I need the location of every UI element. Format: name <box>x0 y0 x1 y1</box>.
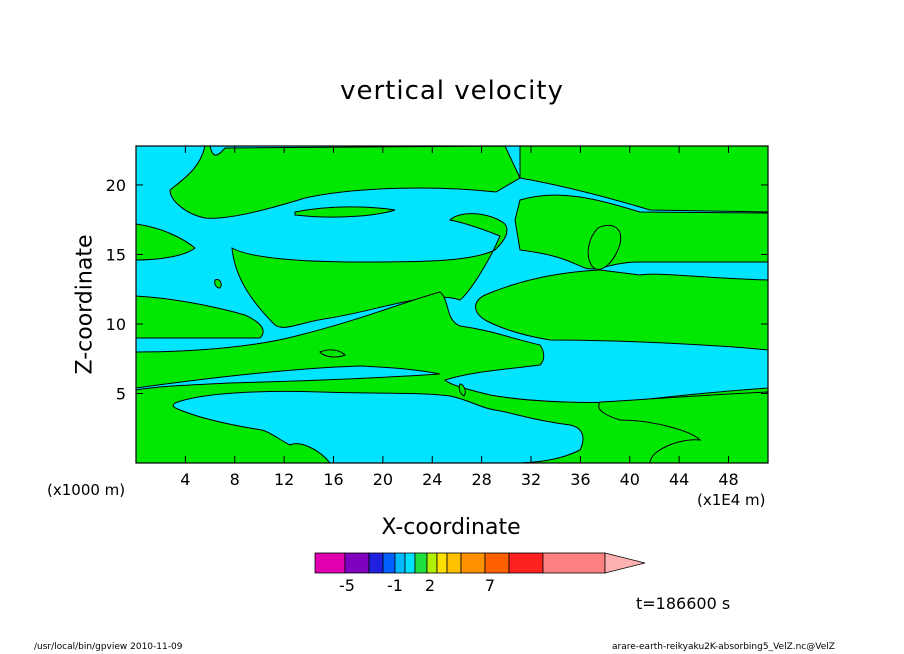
colorbar-swatch <box>314 552 346 574</box>
colorbar-arrow <box>604 552 646 574</box>
y-ticks: 5 10 15 20 <box>106 176 768 403</box>
colorbar-swatch <box>460 552 486 574</box>
time-label: t=186600 s <box>636 594 731 613</box>
small-blob-3 <box>458 383 466 397</box>
colorbar-label: 2 <box>425 576 435 595</box>
colorbar-swatch <box>484 552 510 574</box>
x-axis-label: X-coordinate <box>381 515 521 540</box>
colorbar-label: -5 <box>339 576 355 595</box>
colorbar-swatch <box>436 552 448 574</box>
colorbar-swatch <box>508 552 544 574</box>
y-axis-label: Z-coordinate <box>72 234 98 375</box>
colorbar-swatch <box>426 552 438 574</box>
colorbar-swatch <box>394 552 406 574</box>
y-tick-label: 10 <box>106 315 126 334</box>
colorbar-swatch <box>344 552 370 574</box>
colorbar-label: -1 <box>387 576 403 595</box>
x-tick-label: 16 <box>323 470 343 489</box>
x-tick-label: 32 <box>521 470 541 489</box>
x-tick-label: 36 <box>570 470 590 489</box>
x-tick-label: 12 <box>274 470 294 489</box>
x-tick-label: 8 <box>230 470 240 489</box>
mid-right-green <box>475 269 768 351</box>
y-tick-label: 20 <box>106 176 126 195</box>
footer-left: /usr/local/bin/gpview 2010-11-09 <box>34 642 183 652</box>
x-tick-label: 4 <box>180 470 190 489</box>
x-tick-label: 48 <box>718 470 738 489</box>
top-left-green-band <box>169 146 768 219</box>
footer-right: arare-earth-reikyaku2K-absorbing5_VelZ.n… <box>612 642 835 652</box>
colorbar-swatch <box>404 552 416 574</box>
x-tick-label: 40 <box>620 470 640 489</box>
center-top-sliver <box>294 206 396 218</box>
lower-cyan-cutout <box>172 390 584 463</box>
colorbar-swatch <box>446 552 462 574</box>
colorbar-swatch <box>414 552 428 574</box>
contour-fields <box>136 146 768 463</box>
center-big-green <box>231 213 508 328</box>
x-tick-label: 28 <box>471 470 491 489</box>
small-blob-1 <box>319 349 346 358</box>
small-blob-2 <box>214 279 222 289</box>
x-unit-right-label: (x1E4 m) <box>697 491 766 509</box>
y-tick-label: 15 <box>106 245 126 264</box>
lower-right-green-patch <box>598 391 768 463</box>
y-tick-label: 5 <box>116 384 126 403</box>
positive-regions <box>136 146 768 463</box>
left-mid-green <box>136 295 264 339</box>
colorbar-swatch <box>382 552 396 574</box>
x-tick-label: 20 <box>373 470 393 489</box>
chart-title: vertical velocity <box>340 76 564 106</box>
colorbar-swatch <box>542 552 606 574</box>
colorbar-label: 7 <box>485 576 495 595</box>
x-ticks: 4 8 12 16 20 24 28 32 36 40 44 48 <box>180 146 739 489</box>
x-unit-left-label: (x1000 m) <box>47 481 126 499</box>
colorbar-swatch <box>368 552 384 574</box>
upper-right-green <box>514 194 768 270</box>
colorbar: -5 -1 2 7 <box>314 552 646 595</box>
left-tongue <box>136 223 196 261</box>
x-tick-label: 44 <box>669 470 689 489</box>
x-tick-label: 24 <box>422 470 442 489</box>
plot-frame <box>135 145 769 464</box>
ellipse <box>587 224 622 270</box>
